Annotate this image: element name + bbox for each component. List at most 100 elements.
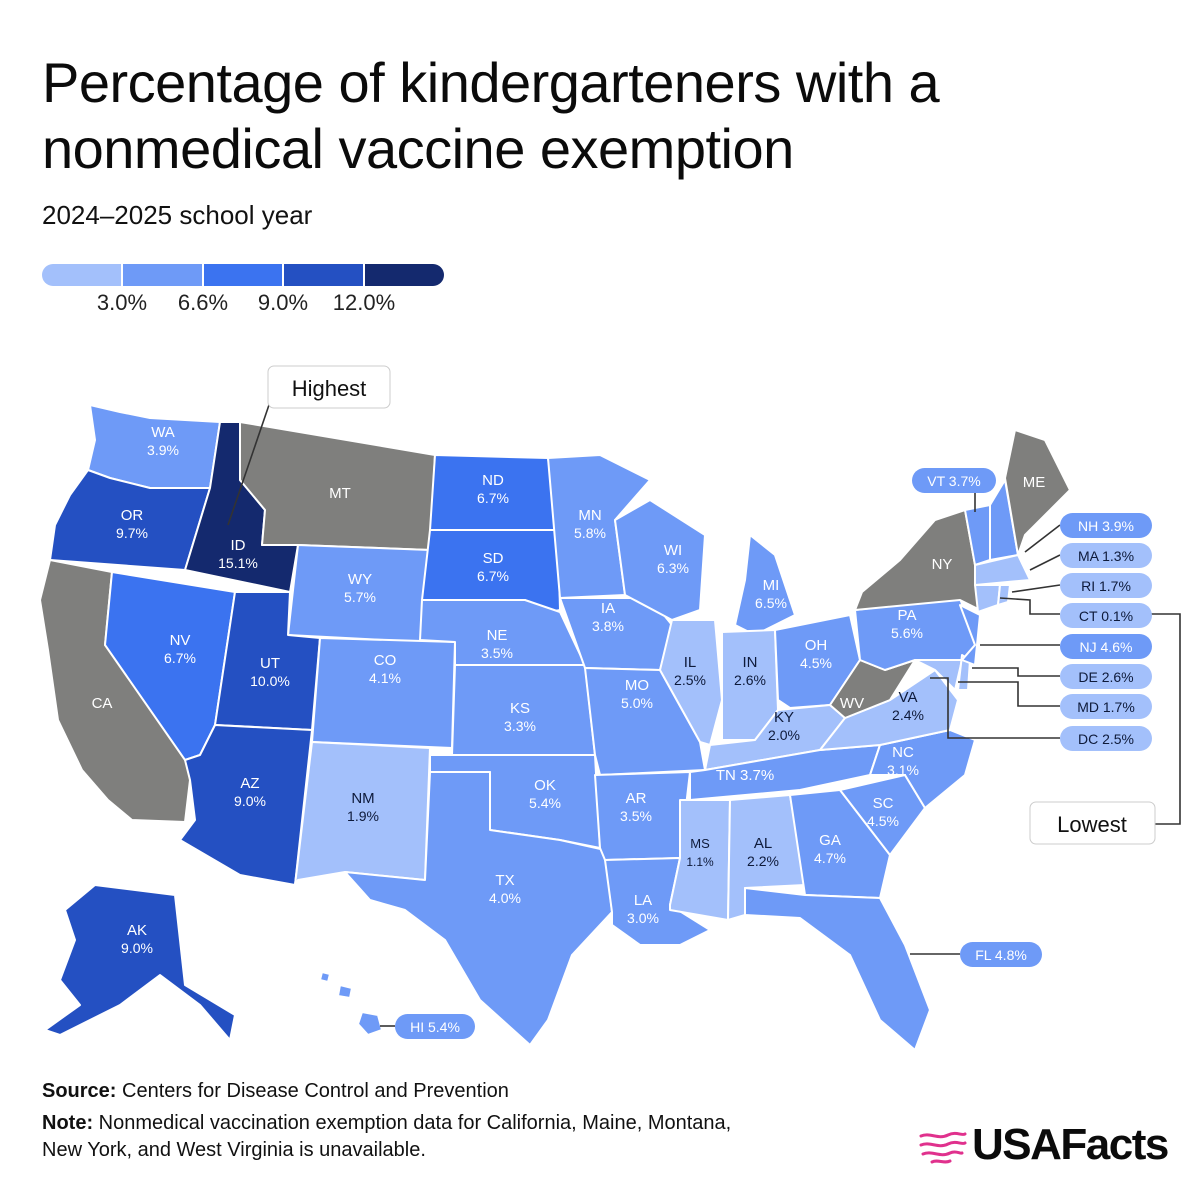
callout-MA[interactable]: MA 1.3% [1060,543,1152,568]
state-value-AR: 3.5% [620,808,652,824]
legend-tick: 12.0% [332,290,396,315]
state-value-KS: 3.3% [504,718,536,734]
state-value-LA: 3.0% [627,910,659,926]
callout-pill-NH [1060,513,1152,538]
callout-CT[interactable]: CT 0.1% [1060,603,1152,628]
state-label-OR: OR [121,507,144,524]
state-label-WI: WI [664,542,682,559]
state-value-WY: 5.7% [344,589,376,605]
callout-label-DC: DC 2.5% [1078,731,1134,747]
state-HI-small[interactable] [319,971,331,983]
state-value-OK: 5.4% [529,795,561,811]
state-label-MS: MS [690,836,710,851]
callout-HI[interactable]: HI 5.4% [395,1014,475,1039]
callout-pill-FL [960,942,1042,967]
state-label-KY: KY [774,709,794,726]
state-value-ND: 6.7% [477,490,509,506]
lowest-label: Lowest [1057,812,1127,837]
usafacts-logo: USAFacts [918,1120,1169,1174]
callout-NH[interactable]: NH 3.9% [1060,513,1152,538]
callout-RI[interactable]: RI 1.7% [1060,573,1152,598]
state-value-CO: 4.1% [369,670,401,686]
callout-FL[interactable]: FL 4.8% [960,942,1042,967]
state-label-UT: UT [260,655,280,672]
state-label-LA: LA [634,892,652,909]
state-label-PA: PA [898,607,917,624]
callout-pill-MA [1060,543,1152,568]
color-legend: 3.0% 6.6% 9.0% 12.0% [42,264,444,324]
state-label-MI: MI [763,577,780,594]
callout-label-NH: NH 3.9% [1078,518,1134,534]
state-label-OK: OK [534,777,556,794]
legend-bar [42,264,444,286]
callout-label-CT: CT 0.1% [1079,608,1133,624]
source-label: Source: [42,1080,117,1102]
state-label-SD: SD [483,550,504,567]
state-value-KY: 2.0% [768,727,800,743]
callout-VT[interactable]: VT 3.7% [912,468,996,493]
state-value-PA: 5.6% [891,625,923,641]
state-value-VA: 2.4% [892,707,924,723]
state-TX[interactable] [344,771,613,1046]
state-NJ[interactable] [959,604,981,666]
state-label-KS: KS [510,700,530,717]
state-value-MO: 5.0% [621,695,653,711]
state-label-NE: NE [487,627,508,644]
state-HI[interactable] [357,1011,383,1036]
state-value-AZ: 9.0% [234,793,266,809]
state-label-ID: ID [231,537,246,554]
state-AK[interactable] [44,884,236,1041]
highest-annotation: Highest [267,365,391,409]
state-value-NV: 6.7% [164,650,196,666]
legend-bin-3 [203,264,285,286]
state-value-IN: 2.6% [734,672,766,688]
callout-DC[interactable]: DC 2.5% [1060,726,1152,751]
callout-label-DE: DE 2.6% [1078,669,1133,685]
state-label-NY: NY [932,556,953,573]
state-HI-small[interactable] [337,984,353,999]
state-label-CO: CO [374,652,397,669]
highest-label: Highest [292,376,367,401]
state-CT[interactable] [974,584,1001,613]
state-value-ID: 15.1% [218,555,258,571]
callout-NJ[interactable]: NJ 4.6% [1060,634,1152,659]
state-label-AK: AK [127,922,147,939]
state-value-AK: 9.0% [121,940,153,956]
state-value-SC: 4.5% [867,813,899,829]
state-ME[interactable] [1004,429,1071,556]
state-WI[interactable] [614,499,706,621]
state-label-NM: NM [351,790,374,807]
callout-pill-NJ [1060,634,1152,659]
callout-MD[interactable]: MD 1.7% [1060,694,1152,719]
state-FL[interactable] [744,887,931,1051]
legend-tick: 9.0% [257,290,309,315]
state-label-AR: AR [626,790,647,807]
callout-label-HI: HI 5.4% [410,1019,460,1035]
state-NY[interactable] [854,509,981,611]
state-label-AZ: AZ [240,775,259,792]
state-value-MS: 1.1% [686,855,714,869]
state-label-MO: MO [625,677,649,694]
callout-label-MA: MA 1.3% [1078,548,1134,564]
state-label-OH: OH [805,637,828,654]
state-value-WI: 6.3% [657,560,689,576]
state-MA[interactable] [974,554,1031,586]
state-RI[interactable] [997,584,1011,606]
state-value-UT: 10.0% [250,673,290,689]
legend-bin-4 [284,264,366,286]
state-MD[interactable] [914,659,963,691]
source-line: Source: Centers for Disease Control and … [42,1078,509,1105]
note-text: Nonmedical vaccination exemption data fo… [42,1112,732,1161]
state-value-TX: 4.0% [489,890,521,906]
state-GA[interactable] [789,789,891,899]
logo-text: USAFacts [972,1120,1169,1169]
callout-DE[interactable]: DE 2.6% [1060,664,1152,689]
flag-map-icon [919,1131,967,1164]
callout-lines [227,401,1181,1027]
state-value-WA: 3.9% [147,442,179,458]
callout-pill-CT [1060,603,1152,628]
state-label-NV: NV [170,632,191,649]
state-label-VA: VA [899,689,918,706]
state-label-IA: IA [601,600,615,617]
